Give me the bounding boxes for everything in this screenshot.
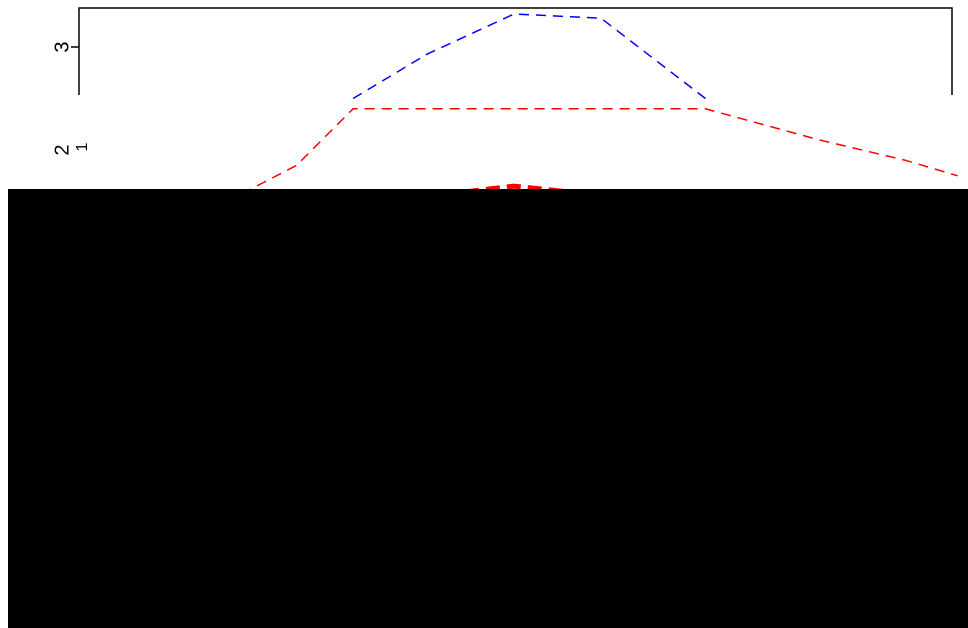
series-line-1-1 [339,183,628,210]
series-line-0-0 [352,13,706,100]
y-tick-label-2: 2 [51,144,73,155]
y-tick-label-3: 3 [51,41,73,52]
occlusion-block [8,189,968,628]
series-line-1-0 [226,108,958,203]
y-tick-label-1: 1 [74,142,91,151]
top-series-group [352,13,706,100]
top-panel: 3 [51,7,953,100]
top-panel-frame [78,7,953,95]
